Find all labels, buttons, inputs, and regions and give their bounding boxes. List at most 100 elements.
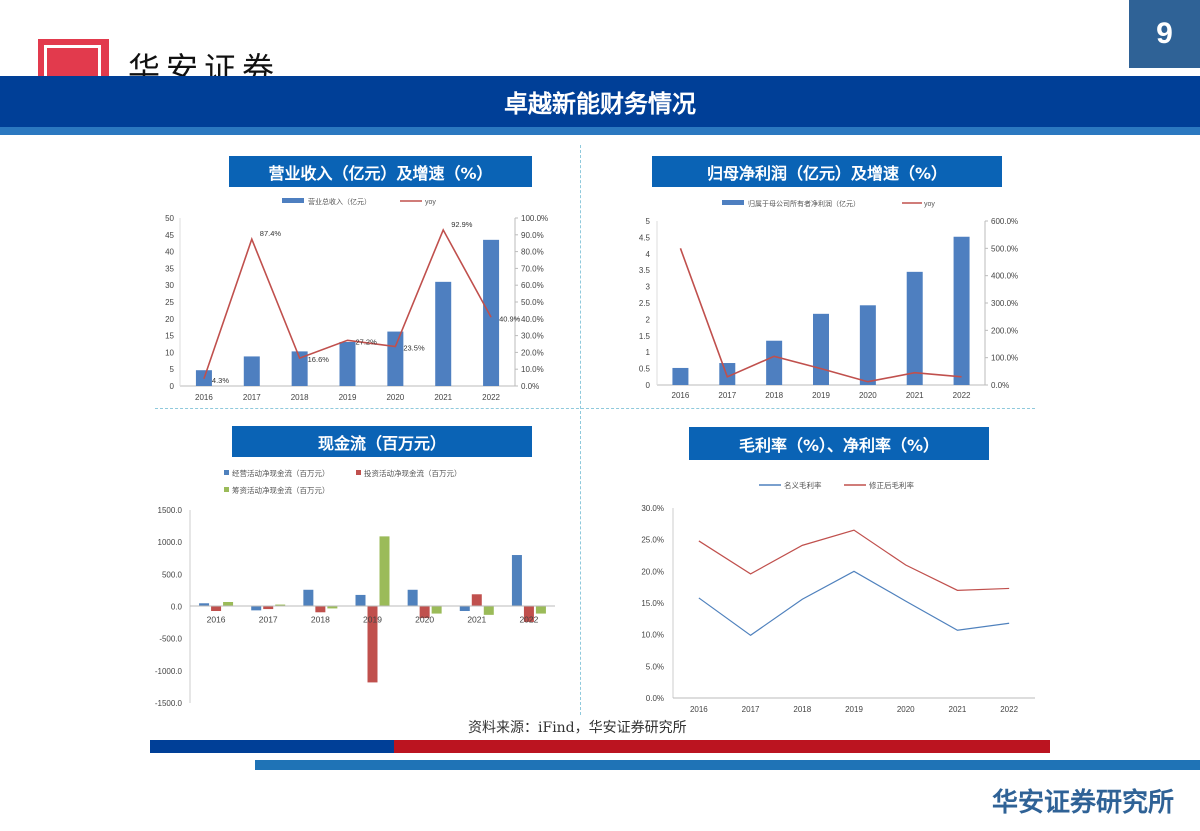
svg-text:2022: 2022 bbox=[953, 391, 971, 400]
svg-text:2020: 2020 bbox=[415, 615, 434, 625]
svg-text:30.0%: 30.0% bbox=[641, 504, 664, 513]
svg-text:2021: 2021 bbox=[906, 391, 924, 400]
svg-text:30: 30 bbox=[165, 281, 174, 290]
svg-text:100.0%: 100.0% bbox=[521, 214, 548, 223]
svg-text:500.0: 500.0 bbox=[162, 570, 183, 579]
svg-text:50: 50 bbox=[165, 214, 174, 223]
svg-text:2020: 2020 bbox=[897, 705, 915, 714]
margin-chart-title: 毛利率（%）、净利率（%） bbox=[689, 427, 989, 460]
svg-text:4.5: 4.5 bbox=[639, 233, 651, 242]
svg-text:0.0: 0.0 bbox=[171, 603, 183, 612]
svg-text:600.0%: 600.0% bbox=[991, 217, 1018, 226]
svg-text:2019: 2019 bbox=[339, 393, 357, 402]
logo-text: 华安证券 bbox=[128, 50, 281, 78]
svg-text:2022: 2022 bbox=[1000, 705, 1018, 714]
svg-text:0.0%: 0.0% bbox=[991, 381, 1009, 390]
legend-operating: 经营活动净现金流（百万元） bbox=[232, 468, 330, 478]
svg-text:2022: 2022 bbox=[482, 393, 500, 402]
footer-stripe-light-blue bbox=[255, 760, 1200, 770]
svg-text:2019: 2019 bbox=[812, 391, 830, 400]
svg-text:5.0%: 5.0% bbox=[646, 662, 664, 671]
footer-stripe-blue bbox=[150, 740, 394, 753]
svg-text:40: 40 bbox=[165, 248, 174, 257]
svg-text:87.4%: 87.4% bbox=[260, 229, 282, 238]
svg-text:-1500.0: -1500.0 bbox=[155, 699, 183, 708]
legend-revenue: 营业总收入（亿元） bbox=[308, 197, 371, 206]
svg-text:2017: 2017 bbox=[718, 391, 736, 400]
svg-text:40.0%: 40.0% bbox=[521, 315, 544, 324]
svg-text:25: 25 bbox=[165, 298, 174, 307]
svg-text:2.5: 2.5 bbox=[639, 299, 651, 308]
svg-text:2019: 2019 bbox=[363, 615, 382, 625]
svg-text:0: 0 bbox=[170, 382, 175, 391]
svg-text:200.0%: 200.0% bbox=[991, 326, 1018, 335]
svg-text:0: 0 bbox=[646, 381, 651, 390]
svg-text:3.5: 3.5 bbox=[639, 266, 651, 275]
svg-text:0.5: 0.5 bbox=[639, 365, 651, 374]
svg-text:2017: 2017 bbox=[243, 393, 261, 402]
cash-flow-chart-title: 现金流（百万元） bbox=[232, 426, 532, 457]
svg-text:0.0%: 0.0% bbox=[646, 694, 664, 703]
svg-text:0.0%: 0.0% bbox=[521, 382, 539, 391]
svg-text:3: 3 bbox=[646, 283, 651, 292]
svg-text:20.0%: 20.0% bbox=[641, 567, 664, 576]
svg-text:2016: 2016 bbox=[672, 391, 690, 400]
svg-text:70.0%: 70.0% bbox=[521, 264, 544, 273]
svg-text:2016: 2016 bbox=[195, 393, 213, 402]
svg-text:2016: 2016 bbox=[690, 705, 708, 714]
svg-text:92.9%: 92.9% bbox=[451, 220, 473, 229]
cash-flow-chart: 经营活动净现金流（百万元） 投资活动净现金流（百万元） 筹资活动净现金流（百万元… bbox=[155, 468, 555, 708]
svg-text:2: 2 bbox=[646, 315, 651, 324]
margin-legend: 名义毛利率 修正后毛利率 bbox=[759, 480, 914, 490]
svg-text:4: 4 bbox=[646, 250, 651, 259]
svg-text:10.0%: 10.0% bbox=[521, 365, 544, 374]
footer-stripe-red bbox=[394, 740, 1050, 753]
svg-text:60.0%: 60.0% bbox=[521, 281, 544, 290]
revenue-chart-title: 营业收入（亿元）及增速（%） bbox=[229, 156, 532, 187]
net-profit-legend: 归属于母公司所有者净利润（亿元） yoy bbox=[722, 199, 935, 208]
svg-text:25.0%: 25.0% bbox=[641, 536, 664, 545]
svg-text:5: 5 bbox=[646, 217, 651, 226]
source-note: 资料来源：iFind，华安证券研究所 bbox=[468, 720, 687, 736]
svg-text:2018: 2018 bbox=[793, 705, 811, 714]
revenue-chart: 营业总收入（亿元） yoy 0 5 10 15 20 25 30 35 40 45 50 0.0% 1… bbox=[165, 197, 548, 402]
svg-text:-500.0: -500.0 bbox=[159, 635, 182, 644]
legend-net-profit: 归属于母公司所有者净利润（亿元） bbox=[748, 199, 860, 208]
svg-text:2021: 2021 bbox=[949, 705, 967, 714]
svg-text:16.6%: 16.6% bbox=[308, 355, 330, 364]
svg-text:2019: 2019 bbox=[845, 705, 863, 714]
margin-chart: 名义毛利率 修正后毛利率 30.0% 25.0% 20.0% 15.0% 10.0% 5.… bbox=[641, 480, 1035, 714]
svg-text:2017: 2017 bbox=[259, 615, 278, 625]
svg-text:10: 10 bbox=[165, 348, 174, 357]
legend-yoy: yoy bbox=[425, 199, 436, 206]
svg-text:-1000.0: -1000.0 bbox=[155, 667, 183, 676]
page-number: 9 bbox=[1129, 0, 1200, 68]
svg-text:5: 5 bbox=[170, 365, 175, 374]
legend-investing: 投资活动净现金流（百万元） bbox=[364, 468, 462, 478]
svg-text:20: 20 bbox=[165, 315, 174, 324]
svg-text:30.0%: 30.0% bbox=[521, 332, 544, 341]
svg-text:35: 35 bbox=[165, 264, 174, 273]
svg-text:2020: 2020 bbox=[386, 393, 404, 402]
svg-text:2017: 2017 bbox=[742, 705, 760, 714]
page-title: 卓越新能财务情况 bbox=[0, 76, 1200, 127]
svg-text:400.0%: 400.0% bbox=[991, 272, 1018, 281]
svg-text:90.0%: 90.0% bbox=[521, 231, 544, 240]
svg-text:2018: 2018 bbox=[311, 615, 330, 625]
svg-text:300.0%: 300.0% bbox=[991, 299, 1018, 308]
svg-text:1: 1 bbox=[646, 348, 651, 357]
title-underline bbox=[0, 127, 1200, 135]
svg-text:2016: 2016 bbox=[207, 615, 226, 625]
svg-text:20.0%: 20.0% bbox=[521, 348, 544, 357]
vertical-divider bbox=[580, 145, 581, 715]
svg-text:2018: 2018 bbox=[291, 393, 309, 402]
svg-text:40.9%: 40.9% bbox=[499, 314, 521, 323]
svg-text:2018: 2018 bbox=[765, 391, 783, 400]
svg-text:2022: 2022 bbox=[519, 615, 538, 625]
legend-financing: 筹资活动净现金流（百万元） bbox=[232, 485, 330, 495]
company-logo bbox=[38, 39, 109, 79]
legend-adjusted: 修正后毛利率 bbox=[869, 480, 914, 490]
revenue-legend: 营业总收入（亿元） yoy bbox=[282, 197, 436, 206]
svg-text:2020: 2020 bbox=[859, 391, 877, 400]
svg-text:23.5%: 23.5% bbox=[403, 344, 425, 353]
